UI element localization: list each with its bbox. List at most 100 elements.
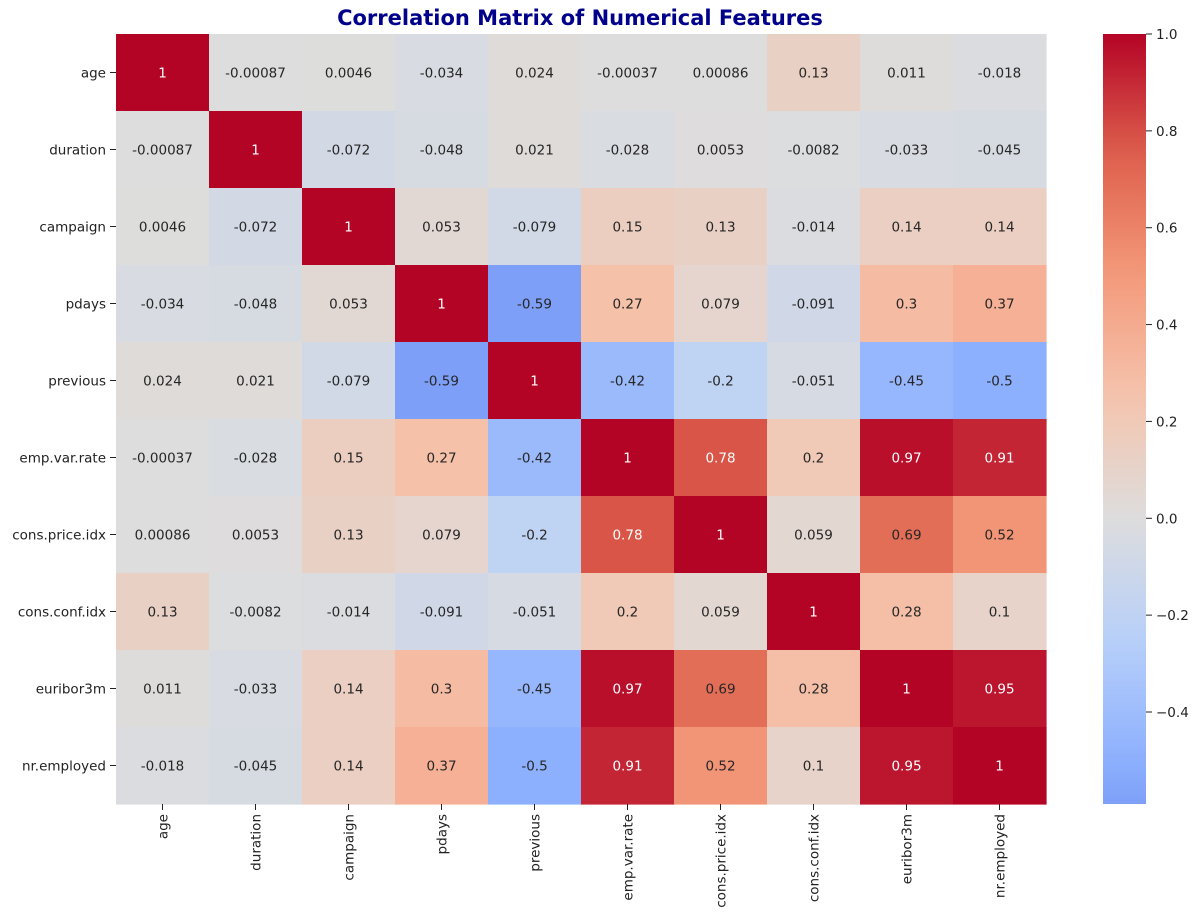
heatmap-cell (488, 573, 582, 651)
cell-annotation: 0.28 (798, 682, 828, 698)
heatmap-cell (860, 650, 954, 728)
cell-annotation: 0.52 (705, 759, 735, 775)
heatmap-cell (116, 650, 210, 728)
cell-annotation: 0.021 (236, 374, 275, 390)
x-axis-ticks: age duration campaign pdays previous emp.var.… (156, 804, 1009, 908)
heatmap-cell (581, 111, 675, 189)
x-tick-label: previous (528, 814, 544, 872)
heatmap-cell (860, 34, 954, 112)
heatmap-cell (116, 34, 210, 112)
x-tick-label: age (156, 814, 172, 839)
cell-annotation: -0.59 (424, 374, 459, 390)
heatmap-cell (674, 727, 768, 805)
x-tick-label: pdays (435, 814, 451, 854)
heatmap-cell (488, 34, 582, 112)
heatmap-cell (767, 34, 861, 112)
heatmap-cell (302, 265, 396, 343)
cell-annotation: 0.15 (612, 220, 642, 236)
cell-annotation: 0.053 (422, 220, 461, 236)
heatmap-cell (767, 188, 861, 266)
heatmap-cell (302, 34, 396, 112)
cell-annotation: 0.97 (612, 682, 642, 698)
heatmap-cell (860, 111, 954, 189)
cell-annotation: -0.5 (521, 759, 547, 775)
heatmap-cell (674, 111, 768, 189)
cell-annotation: 0.13 (333, 528, 363, 544)
cell-annotation: 1 (530, 374, 539, 390)
heatmap-cell (953, 188, 1047, 266)
cell-annotation: 0.1 (803, 759, 824, 775)
cell-annotation: 0.053 (329, 297, 368, 313)
x-tick-label: cons.conf.idx (807, 814, 823, 902)
cell-annotation: 0.14 (333, 682, 363, 698)
y-tick-label: previous (48, 374, 106, 390)
cell-annotation: 0.0046 (325, 66, 372, 82)
cell-annotation: 0.14 (984, 220, 1014, 236)
cell-annotation: -0.59 (517, 297, 552, 313)
cell-annotation: -0.014 (792, 220, 836, 236)
heatmap-cell (302, 727, 396, 805)
heatmap-cell (674, 265, 768, 343)
y-axis-ticks: age duration campaign pdays previous emp.var.… (12, 66, 116, 775)
cell-annotation: 0.079 (422, 528, 461, 544)
cell-annotation: 0.91 (984, 451, 1014, 467)
heatmap-cell (674, 342, 768, 420)
cell-annotation: 1 (437, 297, 446, 313)
cell-annotation: -0.051 (792, 374, 836, 390)
cell-annotation: 0.3 (431, 682, 452, 698)
heatmap-cell (209, 419, 303, 497)
cell-annotation: 0.021 (515, 143, 554, 159)
cell-annotation: 0.37 (426, 759, 456, 775)
heatmap-cell (767, 496, 861, 574)
cell-annotation: 0.00086 (135, 528, 191, 544)
heatmap-cell (581, 419, 675, 497)
cell-annotation: 0.14 (333, 759, 363, 775)
heatmap-cell (209, 650, 303, 728)
cell-annotation: -0.0082 (787, 143, 839, 159)
heatmap-cell (767, 573, 861, 651)
cell-annotation: 0.024 (515, 66, 554, 82)
heatmap-cell (302, 111, 396, 189)
heatmap-cell (302, 573, 396, 651)
heatmap-cell-labels: 1 -0.00087 0.0046 -0.034 0.024 -0.00037 0.0008… (132, 66, 1021, 775)
x-tick-label: nr.employed (993, 814, 1009, 898)
heatmap-cell (395, 573, 489, 651)
y-tick-label: cons.price.idx (12, 528, 106, 544)
heatmap-cell (767, 727, 861, 805)
cell-annotation: -0.2 (521, 528, 547, 544)
cell-annotation: 0.0046 (139, 220, 186, 236)
heatmap-cell (860, 265, 954, 343)
cell-annotation: -0.033 (885, 143, 929, 159)
x-tick-label: duration (249, 814, 265, 871)
cell-annotation: 0.27 (426, 451, 456, 467)
cell-annotation: -0.079 (513, 220, 557, 236)
cell-annotation: 0.13 (705, 220, 735, 236)
cell-annotation: 0.13 (798, 66, 828, 82)
cell-annotation: 0.28 (891, 605, 921, 621)
heatmap-cell (395, 650, 489, 728)
cell-annotation: -0.079 (327, 374, 371, 390)
heatmap-cell (953, 34, 1047, 112)
heatmap-cell (767, 342, 861, 420)
heatmap-cell (953, 419, 1047, 497)
cell-annotation: 0.2 (803, 451, 824, 467)
heatmap-cell (395, 34, 489, 112)
cell-annotation: -0.072 (234, 220, 278, 236)
cell-annotation: -0.00087 (132, 143, 193, 159)
cell-annotation: 0.13 (147, 605, 177, 621)
colorbar-tick-label: −0.2 (1156, 608, 1189, 624)
heatmap-cell (953, 342, 1047, 420)
cell-annotation: 1 (623, 451, 632, 467)
cell-annotation: 1 (251, 143, 260, 159)
heatmap-cell (860, 188, 954, 266)
y-tick-label: euribor3m (36, 682, 106, 698)
heatmap-cells (116, 34, 1047, 805)
cell-annotation: -0.045 (978, 143, 1022, 159)
colorbar-tick-label: 1.0 (1156, 27, 1177, 43)
cell-annotation: 0.1 (989, 605, 1010, 621)
cell-annotation: 0.69 (891, 528, 921, 544)
colorbar-tick-label: 0.8 (1156, 124, 1177, 140)
heatmap-cell (395, 496, 489, 574)
cell-annotation: 1 (344, 220, 353, 236)
